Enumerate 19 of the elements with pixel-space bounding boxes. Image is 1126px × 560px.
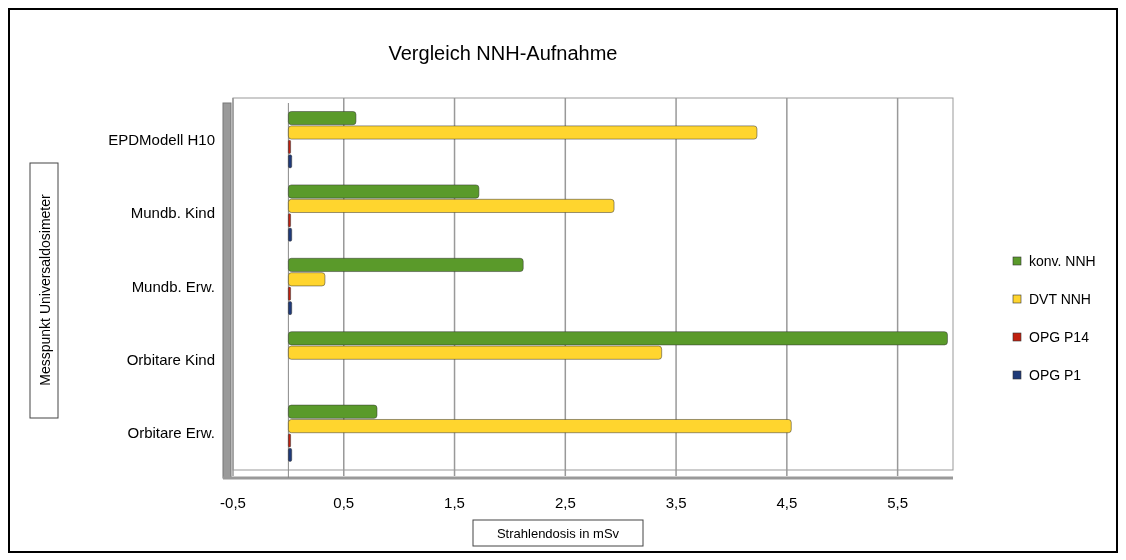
y-tick-label: Orbitare Kind: [126, 350, 215, 368]
x-tick-label: -0,5: [220, 494, 246, 511]
y-tick-label: Orbitare Erw.: [127, 424, 215, 442]
y-tick-label: EPDModell H10: [108, 130, 215, 148]
legend-label: konv. NNH: [1029, 253, 1096, 269]
x-tick-label: 4,5: [776, 494, 798, 511]
x-tick-label: 1,5: [444, 494, 465, 511]
x-tick-label: 2,5: [554, 494, 576, 511]
x-axis-title: Strahlendosis in mSv: [496, 526, 620, 541]
legend-label: OPG P14: [1029, 329, 1090, 345]
x-tick-label: 5,5: [887, 494, 909, 511]
legend-label: OPG P1: [1029, 367, 1082, 383]
x-tick-label: 0,5: [333, 494, 355, 511]
legend-label: DVT NNH: [1029, 291, 1091, 307]
y-tick-label: Mundb. Kind: [130, 204, 215, 222]
y-tick-label: Mundb. Erw.: [131, 277, 215, 295]
chart-title: Vergleich NNH-Aufnahme: [388, 42, 618, 64]
y-axis-title: Messpunkt Universaldosimeter: [37, 193, 53, 386]
x-tick-label: 3,5: [665, 494, 687, 511]
